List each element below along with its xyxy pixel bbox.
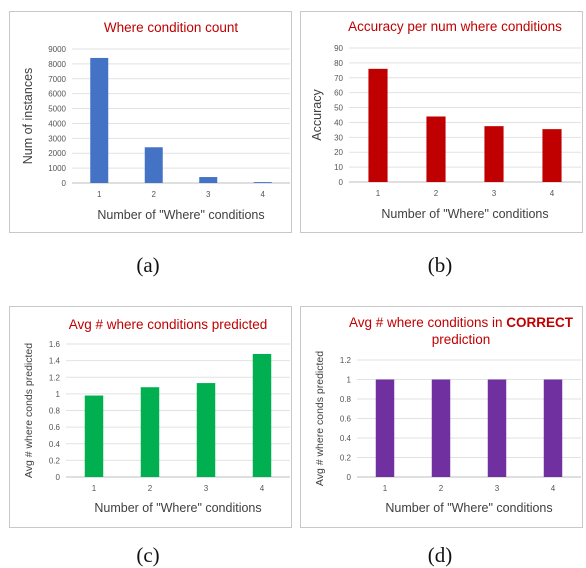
- caption-c: (c): [136, 543, 160, 567]
- bar: [484, 126, 504, 182]
- bar: [199, 177, 218, 183]
- y-tick-label: 8000: [48, 60, 66, 69]
- bar: [375, 379, 395, 477]
- y-tick-label: 9000: [48, 45, 66, 54]
- x-tick-label: 4: [261, 190, 266, 199]
- y-axis-label: Avg # where conds predicted: [314, 351, 326, 486]
- x-axis-label: Number of "Where" conditions: [97, 208, 264, 222]
- caption-a: (a): [136, 253, 160, 277]
- y-tick-label: 1.2: [49, 373, 61, 382]
- chart-title: Avg # where conditions predicted: [69, 317, 268, 332]
- x-tick-label: 2: [439, 484, 444, 493]
- bar: [252, 353, 272, 477]
- chart-where-condition-count: Where condition count 0 1000 2000 3000 4000 50…: [21, 20, 290, 222]
- y-tick-label: 7000: [48, 75, 66, 84]
- bar: [253, 182, 272, 183]
- y-tick-label: 10: [334, 163, 343, 172]
- y-tick-label: 2000: [48, 149, 66, 158]
- y-tick-label: 0.2: [49, 456, 61, 465]
- y-axis-label: Avg # where conds predicted: [23, 343, 35, 478]
- y-tick-label: 0: [56, 473, 61, 482]
- y-tick-label: 1.2: [340, 356, 352, 365]
- x-axis-label: Number of "Where" conditions: [94, 501, 261, 515]
- bar: [543, 379, 563, 477]
- bar: [368, 68, 388, 182]
- chart-panel-a: Where condition count 0 1000 2000 3000 4000 50…: [9, 11, 292, 233]
- y-tick-label: 0.2: [340, 454, 352, 463]
- y-tick-label: 60: [334, 89, 343, 98]
- x-tick-label: 4: [550, 189, 555, 198]
- chart-panel-b: Accuracy per num where conditions 0 10 20 30…: [300, 11, 583, 233]
- x-axis-label: Number of "Where" conditions: [385, 501, 552, 515]
- x-tick-label: 1: [97, 190, 102, 199]
- y-tick-label: 0: [339, 178, 344, 187]
- x-tick-label: 1: [92, 484, 97, 493]
- caption-d: (d): [427, 543, 453, 567]
- chart-panel-c: Avg # where conditions predicted 0 0.2 0.4 0…: [9, 306, 292, 528]
- y-tick-label: 1: [347, 376, 352, 385]
- y-tick-label: 5000: [48, 105, 66, 114]
- y-tick-label: 0: [62, 179, 67, 188]
- x-tick-label: 2: [148, 484, 153, 493]
- y-tick-label: 20: [334, 148, 343, 157]
- y-tick-label: 1.4: [49, 357, 61, 366]
- x-tick-label: 3: [492, 189, 497, 198]
- y-tick-label: 0.8: [340, 395, 352, 404]
- y-tick-label: 3000: [48, 134, 66, 143]
- y-axis-label: Accuracy: [310, 89, 324, 141]
- y-tick-label: 30: [334, 133, 343, 142]
- y-tick-label: 0: [347, 473, 352, 482]
- y-tick-label: 90: [334, 44, 343, 53]
- chart-title: Accuracy per num where conditions: [348, 19, 562, 34]
- x-tick-label: 4: [551, 484, 556, 493]
- y-tick-label: 0.6: [49, 423, 61, 432]
- y-tick-label: 0.4: [340, 434, 352, 443]
- bar: [90, 57, 109, 183]
- x-tick-label: 2: [434, 189, 439, 198]
- bar: [140, 387, 160, 477]
- y-tick-label: 1: [56, 390, 61, 399]
- x-tick-label: 3: [495, 484, 500, 493]
- bar: [144, 147, 163, 183]
- bar: [196, 383, 216, 477]
- y-tick-label: 50: [334, 104, 343, 113]
- chart-panel-d: Avg # where conditions in CORRECT predict…: [300, 306, 583, 528]
- bar: [542, 129, 562, 182]
- y-tick-label: 40: [334, 118, 343, 127]
- bar: [84, 395, 104, 477]
- x-tick-label: 3: [206, 190, 211, 199]
- chart-title: Avg # where conditions in CORRECT: [349, 315, 574, 330]
- y-tick-label: 0.8: [49, 407, 61, 416]
- x-tick-label: 2: [152, 190, 157, 199]
- y-axis-label: Num of instances: [21, 68, 35, 165]
- caption-b: (b): [427, 253, 453, 277]
- chart-avg-where-correct: Avg # where conditions in CORRECT predict…: [314, 315, 581, 515]
- x-tick-label: 1: [376, 189, 381, 198]
- chart-accuracy-per-num-where: Accuracy per num where conditions 0 10 20 30…: [310, 19, 581, 221]
- x-axis-label: Number of "Where" conditions: [381, 207, 548, 221]
- y-tick-label: 1.6: [49, 340, 61, 349]
- y-tick-label: 0.4: [49, 440, 61, 449]
- x-tick-label: 3: [204, 484, 209, 493]
- y-tick-label: 0.6: [340, 415, 352, 424]
- chart-title: Where condition count: [104, 20, 239, 35]
- chart-title-line2: prediction: [432, 332, 491, 347]
- y-tick-label: 6000: [48, 90, 66, 99]
- bar: [487, 379, 507, 477]
- bar: [426, 116, 446, 182]
- y-tick-label: 1000: [48, 164, 66, 173]
- bar: [431, 379, 451, 477]
- chart-avg-where-predicted: Avg # where conditions predicted 0 0.2 0.4 0…: [23, 317, 290, 515]
- x-tick-label: 4: [260, 484, 265, 493]
- y-tick-label: 4000: [48, 119, 66, 128]
- y-tick-label: 70: [334, 74, 343, 83]
- x-tick-label: 1: [383, 484, 388, 493]
- y-tick-label: 80: [334, 59, 343, 68]
